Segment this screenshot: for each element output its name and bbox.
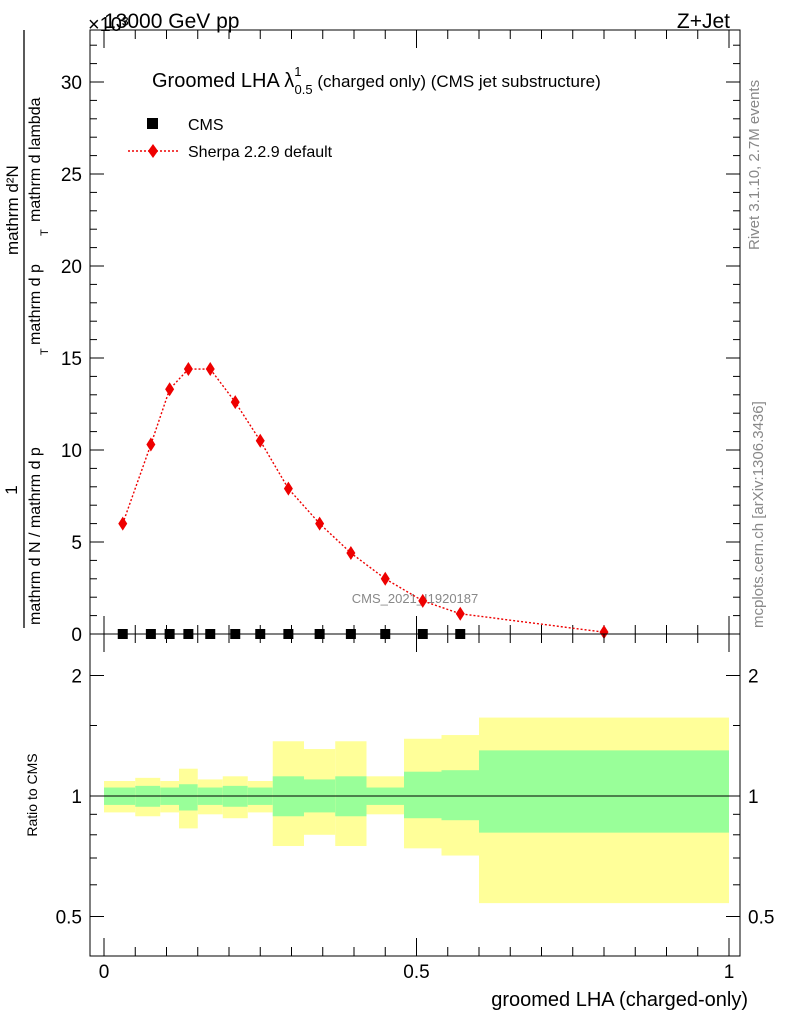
ratio-plot-panel: 0.5 0.51 12 2 0 0.5 1 Ratio to CMS groomed LH… — [24, 633, 775, 1011]
y-label-inner-numerator: mathrm d²N — [3, 165, 22, 255]
title-main: Groomed LHA λ — [152, 70, 294, 92]
main-y-tick-label: 30 — [61, 73, 82, 94]
sherpa-point — [183, 362, 193, 377]
y-label-numerator-one: 1 — [2, 485, 21, 494]
ratio-y-tick-label-right: 0.5 — [748, 908, 774, 929]
sherpa-point — [283, 481, 293, 496]
sherpa-point — [146, 437, 156, 452]
x-tick-label: 0 — [99, 962, 110, 983]
sherpa-point — [455, 606, 465, 621]
main-y-ticks: 0 5 10 15 20 25 30 — [61, 44, 740, 646]
ratio-y-tick-label: 0.5 — [56, 908, 82, 929]
y-label-denominator-part2: mathrm d p — [27, 264, 44, 345]
sherpa-point — [315, 516, 325, 531]
main-y-tick-label: 20 — [61, 257, 82, 278]
collision-label: 13000 GeV pp — [104, 10, 239, 33]
sherpa-point — [380, 571, 390, 586]
legend-sherpa-label: Sherpa 2.2.9 default — [188, 144, 333, 161]
legend-sherpa-marker — [148, 144, 158, 158]
x-axis-label: groomed LHA (charged-only) — [491, 989, 748, 1011]
analysis-watermark: CMS_2021_I1920187 — [352, 591, 479, 606]
main-y-tick-label: 25 — [61, 165, 82, 186]
sherpa-point — [165, 382, 175, 397]
title-subscript: 0.5 — [295, 82, 313, 97]
ratio-inner-band — [441, 770, 479, 821]
ratio-y-label: Ratio to CMS — [24, 753, 40, 836]
rivet-version-label: Rivet 3.1.10, 2.7M events — [746, 80, 763, 250]
ratio-plot-frame — [89, 633, 741, 957]
y-label-denominator-sub2: T — [39, 229, 51, 236]
sherpa-point — [599, 625, 609, 640]
y-label-denominator-part1: mathrm d N / mathrm d p — [27, 447, 44, 625]
x-tick-label: 1 — [724, 962, 735, 983]
y-axis-label-main: 1 mathrm d N / mathrm d p T mathrm d²N m… — [2, 30, 51, 628]
main-y-tick-label: 10 — [61, 441, 82, 462]
ratio-x-ticks: 0 0.5 1 — [99, 634, 735, 983]
plot-title: Groomed LHA λ1 0.5 (charged only) (CMS je… — [152, 64, 601, 97]
legend: CMS Sherpa 2.2.9 default — [128, 117, 333, 161]
main-plot-panel: 0 5 10 15 20 25 30 — [61, 29, 741, 646]
title-superscript: 1 — [294, 64, 301, 79]
ratio-inner-band — [404, 771, 442, 819]
sherpa-point — [346, 546, 356, 561]
ratio-y-tick-label-right: 2 — [748, 667, 759, 688]
ratio-y-tick-label: 1 — [71, 787, 82, 808]
ratio-inner-band — [479, 750, 729, 833]
sherpa-point — [205, 362, 215, 377]
legend-cms-marker — [147, 118, 158, 129]
ratio-y-tick-label: 2 — [71, 667, 82, 688]
sherpa-point — [418, 593, 428, 608]
sherpa-point — [118, 516, 128, 531]
main-x-ticks — [103, 30, 730, 634]
y-label-denominator-part3: mathrm d lambda — [27, 97, 44, 222]
ratio-bands — [104, 717, 729, 904]
title-suffix: (charged only) (CMS jet substructure) — [313, 72, 601, 91]
ratio-inner-band — [179, 784, 198, 811]
ratio-y-ticks: 0.5 0.5 1 1 2 2 — [56, 667, 775, 929]
main-y-tick-label: 15 — [61, 349, 82, 370]
main-y-tick-label: 0 — [71, 625, 82, 646]
main-y-tick-label: 5 — [71, 533, 82, 554]
sherpa-point — [230, 395, 240, 410]
ratio-y-tick-label-right: 1 — [748, 787, 759, 808]
mcplots-label: mcplots.cern.ch [arXiv:1306.3436] — [750, 401, 767, 628]
y-label-denominator-sub1: T — [39, 348, 51, 355]
legend-cms-label: CMS — [188, 117, 224, 134]
x-tick-label: 0.5 — [403, 962, 429, 983]
sherpa-point — [255, 433, 265, 448]
process-label: Z+Jet — [677, 10, 730, 33]
